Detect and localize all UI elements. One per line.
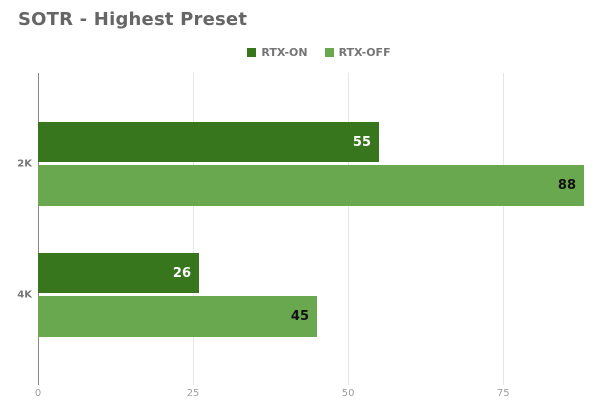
legend-label-rtx-off: RTX-OFF bbox=[338, 45, 391, 59]
bar-4k-rtx-on[interactable]: 26 bbox=[38, 253, 199, 293]
legend-swatch-rtx-off-icon bbox=[324, 47, 334, 57]
axis-baseline bbox=[38, 73, 39, 385]
gridline-50 bbox=[348, 73, 350, 385]
legend-label-rtx-on: RTX-ON bbox=[261, 45, 308, 59]
legend: RTX-ON RTX-OFF bbox=[38, 44, 600, 60]
bar-value-4k-rtx-on: 26 bbox=[172, 265, 191, 281]
category-label-2k: 2K bbox=[17, 158, 32, 169]
gridline-25 bbox=[193, 73, 195, 385]
x-tick-label-25: 25 bbox=[186, 388, 200, 399]
category-label-4k: 4K bbox=[17, 289, 32, 300]
bar-value-4k-rtx-off: 45 bbox=[290, 309, 309, 324]
legend-item-rtx-on[interactable]: RTX-ON bbox=[247, 45, 308, 59]
bar-2k-rtx-on[interactable]: 55 bbox=[38, 122, 379, 162]
bar-2k-rtx-off[interactable]: 88 bbox=[38, 165, 584, 206]
bar-value-2k-rtx-on: 55 bbox=[352, 134, 371, 150]
gridline-75 bbox=[503, 73, 505, 385]
bar-4k-rtx-off[interactable]: 45 bbox=[38, 296, 317, 337]
chart-title: SOTR - Highest Preset bbox=[18, 9, 248, 30]
legend-item-rtx-off[interactable]: RTX-OFF bbox=[324, 45, 391, 59]
x-tick-label-0: 0 bbox=[34, 388, 42, 399]
bar-value-2k-rtx-off: 88 bbox=[557, 178, 576, 193]
x-tick-label-50: 50 bbox=[341, 388, 355, 399]
legend-swatch-rtx-on-icon bbox=[247, 47, 257, 57]
x-tick-label-75: 75 bbox=[496, 388, 510, 399]
